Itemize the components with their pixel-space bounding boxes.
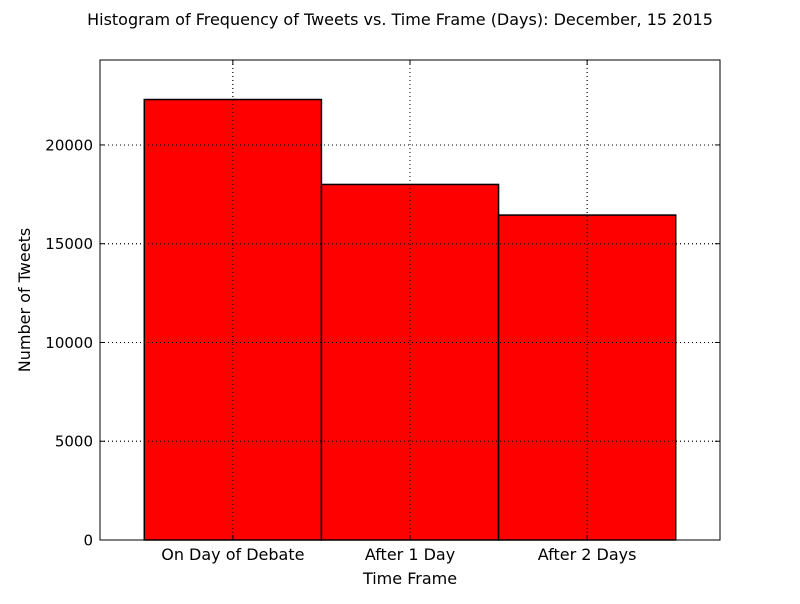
bar-1	[320, 183, 500, 541]
grid-overlay-lines	[100, 60, 720, 540]
bar-2	[497, 214, 677, 541]
chart-title: Histogram of Frequency of Tweets vs. Tim…	[87, 10, 713, 29]
x-tick-label-1: After 1 Day	[365, 545, 455, 564]
bar-0	[143, 98, 323, 541]
y-tick-label-3: 15000	[45, 235, 93, 253]
x-tick-label-2: After 2 Days	[538, 545, 637, 564]
bars	[143, 98, 677, 541]
y-tick-label-2: 10000	[45, 334, 93, 352]
y-tick-label-0: 0	[83, 532, 93, 550]
axis-ticks: 0 5000 10000 15000 20000 On Day of Debate Afte…	[45, 60, 720, 564]
y-tick-label-4: 20000	[45, 136, 93, 154]
x-tick-label-0: On Day of Debate	[161, 545, 304, 564]
y-tick-label-1: 5000	[55, 433, 93, 451]
x-axis-label: Time Frame	[362, 569, 457, 588]
y-axis-label: Number of Tweets	[15, 228, 34, 372]
